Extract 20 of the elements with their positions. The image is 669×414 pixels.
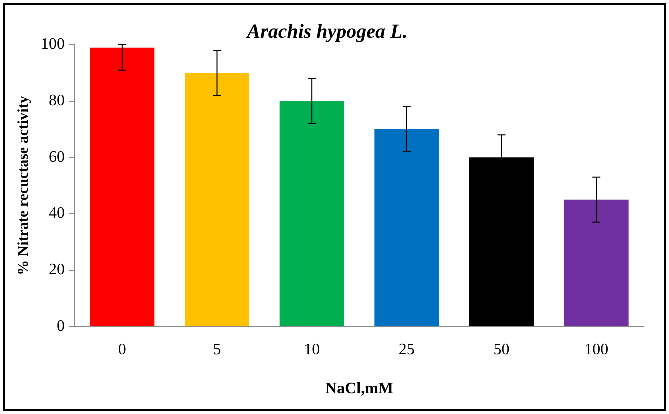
y-tick-label: 40 <box>49 205 65 222</box>
y-tick-label: 80 <box>49 92 65 110</box>
x-tick-label: 50 <box>494 341 510 358</box>
y-axis-title: % Nitrate recuctase activity <box>16 96 32 276</box>
x-tick-label: 25 <box>398 341 415 358</box>
x-tick-label: 5 <box>213 341 222 358</box>
y-tick-label: 0 <box>57 318 65 335</box>
x-tick-label: 10 <box>304 341 320 358</box>
x-axis-title: NaCl,mM <box>326 380 394 398</box>
y-tick-label: 100 <box>41 36 65 54</box>
y-tick-label: 60 <box>49 148 65 166</box>
y-tick-label: 20 <box>49 261 65 278</box>
bar <box>90 48 155 326</box>
bar <box>185 73 250 326</box>
bar <box>280 101 344 326</box>
x-tick-label: 0 <box>118 341 126 358</box>
bar <box>564 200 629 326</box>
chart-title: Arachis hypogea L. <box>245 21 408 44</box>
x-tick-label: 100 <box>584 341 609 358</box>
bar <box>374 129 440 326</box>
